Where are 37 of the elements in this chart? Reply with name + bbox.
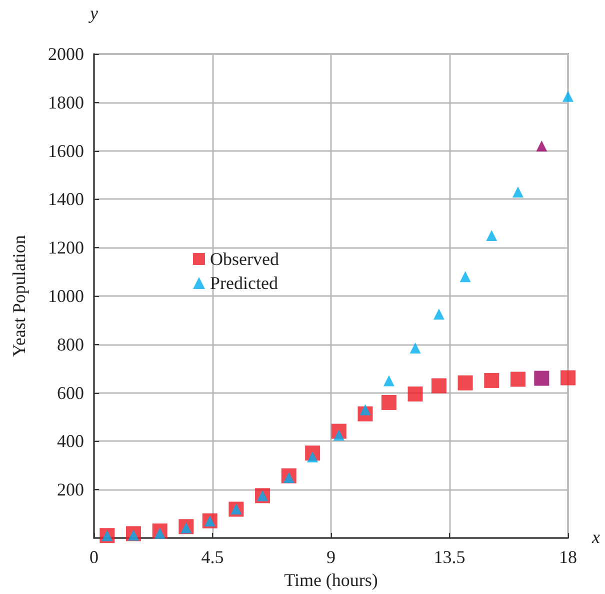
y-tick-label: 1600	[48, 140, 84, 161]
legend-label: Predicted	[210, 273, 278, 293]
y-tick-label: 1800	[48, 92, 84, 112]
x-tick-label: 0	[90, 547, 98, 567]
point	[560, 370, 576, 386]
y-tick-label: 2000	[48, 44, 84, 64]
point	[383, 375, 394, 386]
y-tick-label: 200	[57, 480, 84, 500]
x-tick-label: 13.5	[434, 547, 466, 567]
x-tick-label: 18	[559, 547, 577, 567]
legend-label: Observed	[210, 249, 279, 269]
point	[536, 140, 548, 152]
point	[486, 230, 498, 241]
point	[534, 370, 550, 386]
y-tick-label: 600	[57, 382, 84, 403]
y-tick-label: 1000	[48, 286, 84, 306]
x-tick-label: 4.5	[201, 547, 224, 567]
point	[512, 186, 524, 198]
y-tick-label: 1200	[48, 238, 84, 258]
text: x	[591, 527, 600, 547]
point	[410, 342, 421, 354]
point	[381, 394, 396, 410]
point	[458, 375, 473, 390]
y-axis-title: Yeast Population	[9, 235, 29, 357]
point	[510, 372, 526, 387]
point	[460, 271, 471, 282]
point	[433, 308, 444, 320]
point	[484, 372, 500, 388]
x-tick-label: 9	[326, 547, 336, 567]
text: y	[88, 3, 98, 23]
y-tick-label: 400	[57, 431, 84, 452]
y-tick-label: 800	[57, 334, 84, 354]
y-tick-label: 1400	[48, 189, 84, 210]
x-axis-title: Time (hours)	[284, 570, 378, 590]
point	[431, 378, 446, 394]
point	[562, 90, 574, 102]
point	[408, 386, 423, 402]
